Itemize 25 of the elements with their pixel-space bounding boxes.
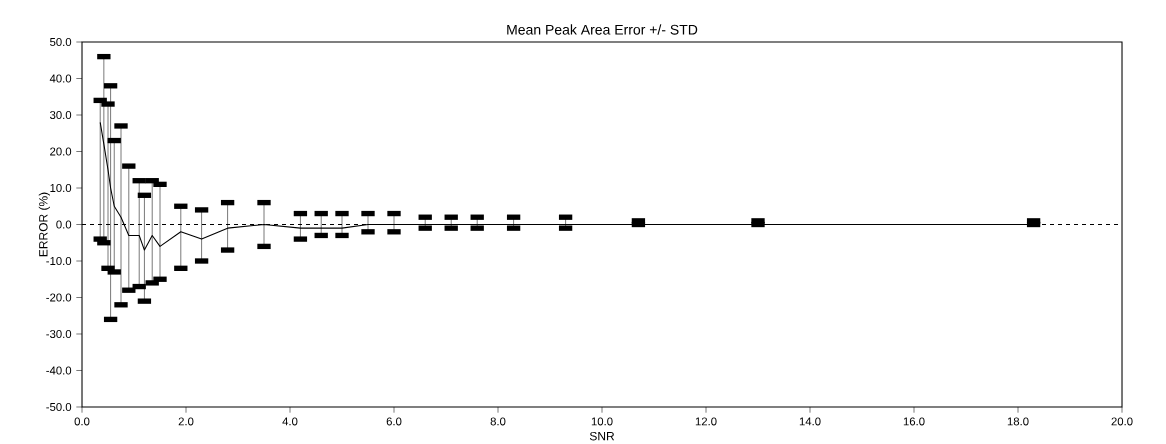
y-tick-label: 30.0 [49, 111, 72, 120]
y-tick-label: 40.0 [49, 74, 72, 83]
x-tick-label: 14.0 [799, 417, 821, 426]
x-tick-label: 2.0 [178, 417, 194, 426]
x-axis-title: SNR [589, 431, 615, 441]
y-tick-label: 50.0 [50, 38, 72, 47]
x-tick-label: 18.0 [1007, 417, 1029, 426]
y-tick-label: 20.0 [50, 147, 72, 156]
x-tick-label: 6.0 [386, 417, 402, 426]
x-tick-label: 20.0 [1111, 417, 1133, 426]
y-tick-label: -40.0 [46, 366, 72, 375]
x-tick-label: 0.0 [74, 417, 90, 426]
x-tick-label: 10.0 [591, 417, 613, 426]
x-tick-label: 16.0 [903, 417, 925, 426]
y-tick-label: 0.0 [56, 220, 72, 229]
y-tick-label: -30.0 [46, 330, 72, 339]
x-tick-label: 12.0 [695, 417, 717, 426]
y-axis-title: ERROR (%) [38, 192, 50, 257]
y-tick-label: -10.0 [46, 257, 72, 266]
y-tick-label: 10.0 [50, 184, 72, 193]
y-tick-label: -20.0 [46, 293, 72, 302]
y-tick-label: -50.0 [46, 403, 72, 412]
x-tick-label: 4.0 [282, 417, 298, 426]
x-tick-label: 8.0 [490, 417, 506, 426]
chart-title: Mean Peak Area Error +/- STD [507, 24, 698, 35]
